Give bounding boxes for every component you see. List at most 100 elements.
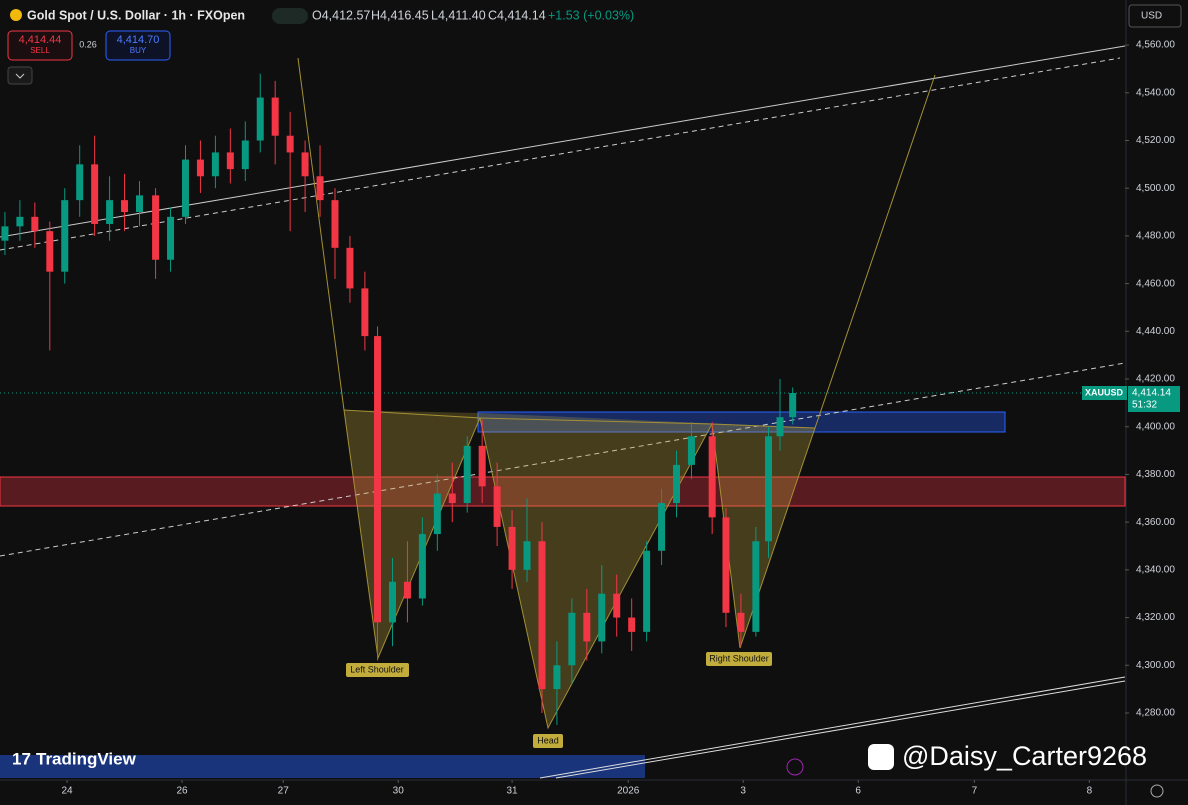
candle-body: [628, 617, 636, 632]
candle-body: [316, 176, 324, 201]
trend-line-dashed: [0, 362, 1126, 557]
pattern-labels: Left Shoulder Head Right Shoulder: [346, 652, 772, 748]
candle-body: [167, 216, 175, 260]
candle-body: [568, 612, 576, 666]
candle-body: [121, 200, 129, 213]
label-box: [346, 663, 409, 677]
y-tick-label: 4,480.00: [1136, 231, 1175, 242]
candle-body: [776, 417, 784, 437]
pattern-label: Left Shoulder: [350, 664, 404, 674]
candle-body: [708, 436, 716, 518]
candle-body: [256, 97, 264, 141]
label-box: [533, 734, 563, 748]
pattern-line: [297, 57, 345, 411]
x-tick-label: 30: [393, 786, 405, 797]
sell-price[interactable]: 4,414.44: [19, 34, 62, 46]
candle-body: [737, 612, 745, 632]
x-tick-label: 3: [740, 786, 746, 797]
left-shoulder-shape: [343, 409, 481, 660]
candle-body: [211, 152, 219, 177]
ohlc-low: L4,411.40: [431, 8, 486, 22]
facebook-icon: [868, 744, 894, 770]
candle-body: [448, 493, 456, 504]
candle-body: [463, 445, 471, 504]
candle-body: [331, 200, 339, 248]
symbol: Gold Spot / U.S. Dollar · 1h · FXOpen: [27, 8, 245, 22]
ticker-badge: [1082, 386, 1127, 400]
candle-body: [478, 445, 486, 487]
candle-body: [61, 200, 69, 272]
candle-body: [583, 612, 591, 642]
y-tick-label: 4,360.00: [1136, 517, 1175, 528]
x-tick-label: 26: [176, 786, 188, 797]
candle-body: [361, 288, 369, 337]
candle-body: [493, 486, 501, 527]
ohlc-high: H4,416.45: [371, 8, 429, 22]
x-tick-label: 27: [278, 786, 290, 797]
target-line: [814, 74, 936, 429]
ohlc-close: C4,414.14: [488, 8, 546, 22]
x-tick-label: 2026: [617, 786, 640, 797]
resistance-zone: [0, 476, 1126, 507]
buy-label[interactable]: BUY: [130, 46, 147, 55]
ohlc-change: +1.53 (+0.03%): [548, 8, 634, 22]
candle-body: [538, 541, 546, 690]
y-tick-label: 4,380.00: [1136, 469, 1175, 480]
sell-button[interactable]: [7, 30, 73, 61]
candle-body: [301, 152, 309, 177]
settings-icon[interactable]: [1150, 784, 1164, 798]
candle-body: [388, 581, 396, 623]
candle-body: [374, 336, 382, 623]
y-tick-label: 4,300.00: [1136, 660, 1175, 671]
candle-body: [91, 164, 99, 224]
pattern-label: Head: [537, 735, 559, 745]
candle-body: [765, 436, 773, 542]
y-tick-label: 4,520.00: [1136, 135, 1175, 146]
candle-body: [1, 226, 9, 241]
x-tick-label: 31: [507, 786, 519, 797]
candle-body: [508, 526, 516, 570]
alert-icon[interactable]: [786, 758, 804, 776]
channel-line: [539, 676, 1126, 779]
y-tick-label: 4,440.00: [1136, 326, 1175, 337]
x-tick-label: 6: [855, 786, 861, 797]
buy-button[interactable]: [105, 30, 171, 61]
candle-body: [658, 503, 666, 551]
candle-body: [553, 665, 561, 690]
x-tick-label: 8: [1087, 786, 1093, 797]
y-tick-label: 4,400.00: [1136, 421, 1175, 432]
y-tick-label: 4,540.00: [1136, 87, 1175, 98]
support-zone: [0, 755, 645, 778]
y-tick-label: 4,320.00: [1136, 612, 1175, 623]
symbol-icon: [10, 9, 22, 21]
ohlc-open: O4,412.57: [312, 8, 370, 22]
candle-body: [523, 541, 531, 570]
currency[interactable]: USD: [1141, 11, 1162, 22]
candle-body: [286, 135, 294, 153]
candles: [1, 73, 797, 725]
y-tick-label: 4,420.00: [1136, 374, 1175, 385]
candle-body: [613, 593, 621, 618]
candle-body: [752, 541, 760, 632]
candle-body: [241, 140, 249, 170]
header: Gold Spot / U.S. Dollar · 1h · FXOpen O4…: [7, 4, 1182, 798]
trend-line-dashed: [0, 57, 1121, 251]
candle-body: [181, 159, 189, 217]
label-box: [706, 652, 772, 666]
ticker: XAUUSD: [1085, 387, 1124, 397]
candle-body: [271, 97, 279, 136]
trend-line: [0, 45, 1126, 238]
candle-body: [106, 200, 114, 224]
brand: TradingView: [36, 749, 137, 768]
candle-body: [46, 231, 54, 272]
currency-button[interactable]: [1128, 4, 1182, 28]
buy-price[interactable]: 4,414.70: [117, 34, 160, 46]
sell-label[interactable]: SELL: [30, 46, 50, 55]
candle-body: [31, 216, 39, 232]
status-pill: [272, 8, 308, 24]
candle-body: [687, 436, 695, 465]
chevron-icon: [15, 73, 25, 79]
candle-body: [226, 152, 234, 170]
collapse-button[interactable]: [7, 66, 33, 85]
